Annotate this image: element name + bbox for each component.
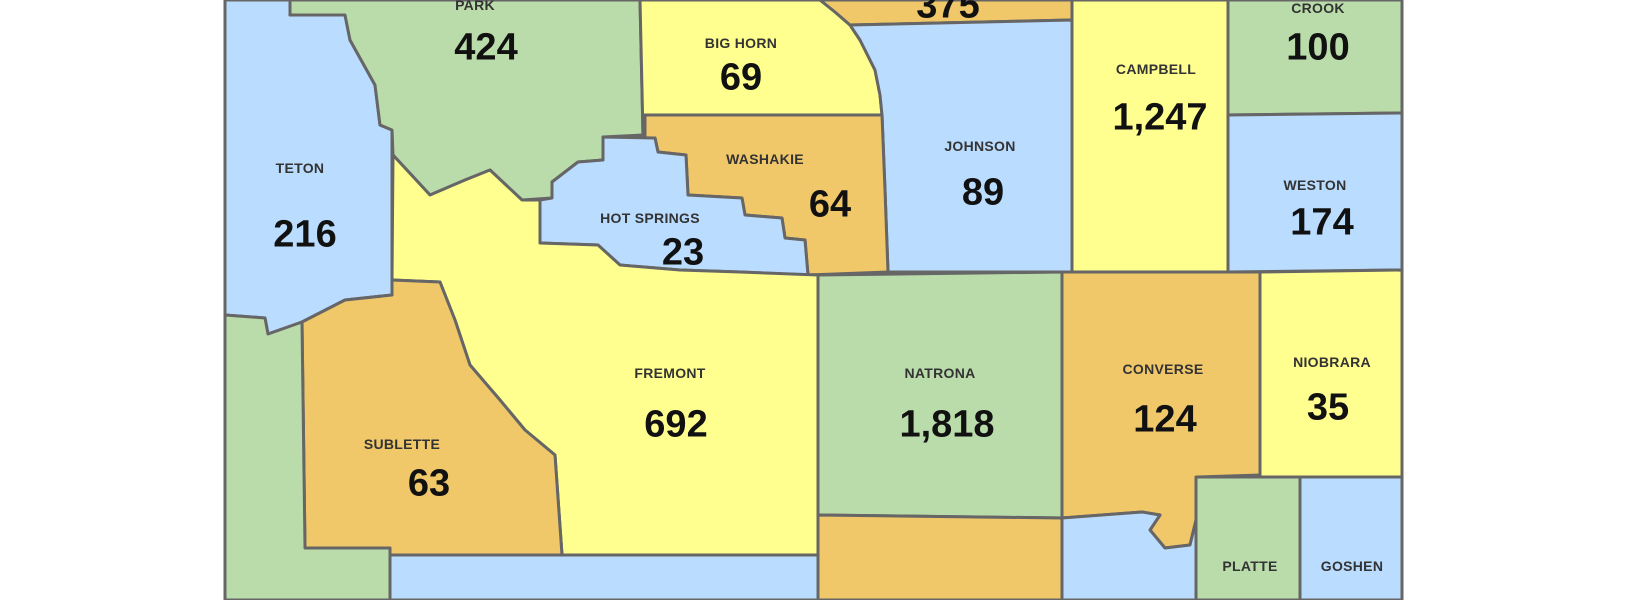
county-name-johnson: JOHNSON [944,138,1016,154]
county-value-johnson: 89 [961,171,1005,214]
county-albany [1060,510,1198,600]
county-name-park: PARK [455,0,495,13]
county-name-hotsprings: HOT SPRINGS [600,210,700,226]
county-name-washakie: WASHAKIE [726,151,804,167]
county-sweetwater [388,553,820,600]
county-name-fremont: FREMONT [634,365,706,381]
county-value-teton: 216 [273,213,337,256]
county-value-hotsprings: 23 [661,231,705,274]
county-carbon [816,513,1064,600]
county-value-washakie: 64 [808,183,852,226]
county-name-converse: CONVERSE [1122,361,1204,377]
county-platte [1194,475,1302,600]
county-value-niobrara: 35 [1306,386,1350,429]
county-name-natrona: NATRONA [904,365,976,381]
county-value-converse: 124 [1133,398,1197,441]
county-name-goshen: GOSHEN [1320,558,1384,574]
county-value-sublette: 63 [407,462,451,505]
county-value-fremont: 692 [644,403,708,446]
county-name-platte: PLATTE [1222,558,1278,574]
county-goshen [1298,475,1404,600]
county-name-weston: WESTON [1283,177,1347,193]
county-value-natrona: 1,818 [899,403,995,446]
county-name-crook: CROOK [1291,0,1345,16]
county-niobrara [1258,268,1404,479]
county-value-crook: 100 [1286,26,1350,69]
county-name-bighorn: BIG HORN [704,35,778,51]
county-lincoln [223,313,392,600]
county-value-weston: 174 [1290,201,1354,244]
county-name-niobrara: NIOBRARA [1293,354,1371,370]
county-name-sublette: SUBLETTE [363,436,441,452]
county-value-bighorn: 69 [719,56,763,99]
county-natrona [816,270,1064,520]
county-name-teton: TETON [275,160,325,176]
county-value-park: 424 [454,26,518,69]
county-value-campbell: 1,247 [1112,96,1208,139]
county-value-sheridan: 375 [916,0,980,27]
county-name-campbell: CAMPBELL [1115,61,1197,77]
